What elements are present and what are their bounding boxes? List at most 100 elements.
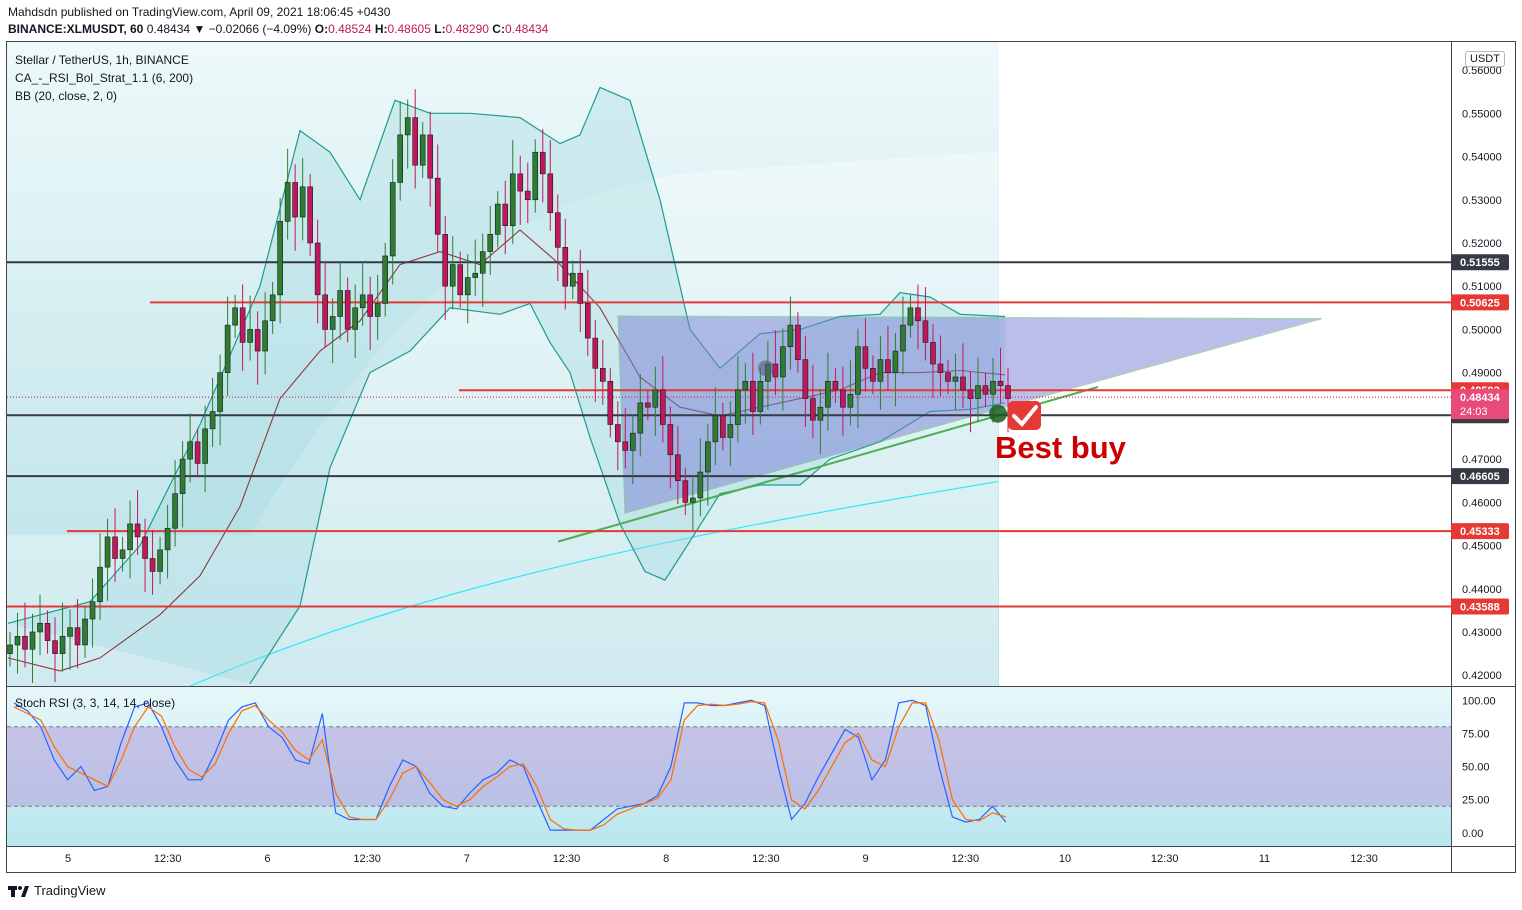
candle-body xyxy=(14,635,21,646)
candle-body xyxy=(892,350,899,373)
candle-body xyxy=(885,359,891,373)
candle-body xyxy=(787,324,794,348)
candle-body xyxy=(74,627,81,646)
legend-indicator-2: BB (20, close, 2, 0) xyxy=(15,89,118,103)
candle-body xyxy=(22,635,28,650)
time-tick-label: 12:30 xyxy=(353,853,381,865)
candle-body xyxy=(202,428,208,464)
axes: 0.56000 0.55000 0.54000 0.53000 0.52000 0.510… xyxy=(7,42,1515,872)
candle-body xyxy=(652,389,659,408)
candle-body xyxy=(97,566,103,603)
level-badge xyxy=(1451,468,1509,485)
candle-body xyxy=(367,294,373,317)
candle-body xyxy=(630,432,636,451)
candle-body xyxy=(277,221,283,296)
time-tick-label: 5 xyxy=(65,853,71,865)
candle-body xyxy=(795,324,801,360)
time-tick-label: 12:30 xyxy=(752,853,780,865)
level-badge xyxy=(1451,523,1509,540)
candle-body xyxy=(44,623,51,641)
countdown-label: 24:03 xyxy=(1460,406,1488,418)
candle-body xyxy=(615,424,621,443)
candle-body xyxy=(119,549,126,559)
stoch-k-line xyxy=(13,699,1007,831)
candle-body xyxy=(817,406,824,421)
candle-body xyxy=(217,372,223,412)
candle-body xyxy=(112,536,118,559)
price-tick-label: 0.42000 xyxy=(1462,670,1502,682)
level-badge xyxy=(1451,294,1509,311)
candle-body xyxy=(389,182,396,257)
candle-body xyxy=(442,234,449,287)
candle-body xyxy=(59,635,66,654)
legend-indicator-1: CA_-_RSI_Bol_Strat_1.1 (6, 200) xyxy=(15,71,194,85)
candle-body xyxy=(712,415,719,443)
candle-body xyxy=(292,182,298,218)
footer[interactable]: TradingView xyxy=(8,883,106,898)
currency-badge[interactable]: USDT xyxy=(1465,51,1505,67)
stoch-tick-label: 0.00 xyxy=(1462,828,1483,840)
candle-body xyxy=(547,173,554,214)
candle-body xyxy=(382,255,388,304)
stoch-band xyxy=(7,726,1451,807)
level-badge-label: 0.45333 xyxy=(1460,526,1500,538)
candle-body xyxy=(209,411,216,430)
candle-body xyxy=(742,380,749,391)
last-price-badge-label: 0.48434 xyxy=(1460,392,1501,404)
candle-body xyxy=(622,441,629,451)
price-tick-label: 0.53000 xyxy=(1462,195,1502,207)
symbol-line: BINANCE:XLMUSDT, 60 xyxy=(8,22,144,36)
candle-body xyxy=(862,346,869,369)
candle-body xyxy=(52,640,58,654)
candle-body xyxy=(487,234,494,252)
candle-body xyxy=(539,151,546,175)
candle-body xyxy=(397,134,403,183)
candle-body xyxy=(322,294,328,330)
price-tick-label: 0.54000 xyxy=(1462,152,1502,164)
footer-brand: TradingView xyxy=(34,883,106,898)
candle-body xyxy=(967,389,974,399)
candle-body xyxy=(952,376,959,382)
candle-body xyxy=(434,177,441,235)
tradingview-logo-icon xyxy=(8,885,29,897)
price-tick-label: 0.55000 xyxy=(1462,108,1502,120)
candle-body xyxy=(37,623,43,633)
candle-body xyxy=(682,480,689,503)
candle-body xyxy=(735,389,741,425)
candle-body xyxy=(134,523,141,538)
candle-body xyxy=(577,272,584,304)
time-tick-label: 12:30 xyxy=(952,853,980,865)
candle-body xyxy=(509,173,516,226)
candle-body xyxy=(945,372,951,382)
time-tick-label: 8 xyxy=(663,853,669,865)
candle-body xyxy=(404,117,411,136)
candle-body xyxy=(675,454,681,481)
candle-body xyxy=(562,247,569,287)
stoch-tick-label: 50.00 xyxy=(1462,762,1490,774)
candle-body xyxy=(232,307,238,326)
stoch-d-line xyxy=(13,700,1007,831)
price-pane[interactable] xyxy=(7,42,1451,687)
candle-body xyxy=(179,458,186,494)
candle-body xyxy=(922,320,929,343)
candle-body xyxy=(1005,385,1011,399)
candle-body xyxy=(705,441,711,473)
candle-body xyxy=(67,627,73,637)
slow-ma-line xyxy=(189,480,999,687)
candle-body xyxy=(554,212,561,248)
level-badge-label: 0.46605 xyxy=(1460,471,1500,483)
time-tick-label: 7 xyxy=(464,853,470,865)
candle-body xyxy=(142,536,148,559)
publisher-line: Mahdsdn published on TradingView.com, Ap… xyxy=(8,5,391,19)
candle-body xyxy=(840,389,846,408)
candle-body xyxy=(7,644,13,654)
candle-body xyxy=(254,329,261,352)
buy-marker xyxy=(989,404,1007,423)
price-tick-label: 0.49000 xyxy=(1462,368,1502,380)
candle-body xyxy=(532,151,539,201)
candle-body xyxy=(224,324,231,373)
candle-body xyxy=(187,441,193,460)
candle-body xyxy=(89,601,96,620)
stoch-rsi-pane[interactable] xyxy=(7,687,1451,846)
